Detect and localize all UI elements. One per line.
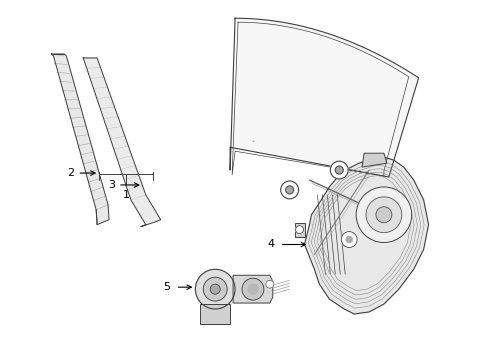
Polygon shape	[362, 153, 387, 167]
Polygon shape	[51, 54, 109, 225]
Circle shape	[286, 186, 294, 194]
Circle shape	[376, 207, 392, 223]
Circle shape	[335, 166, 343, 174]
Text: 3: 3	[108, 180, 115, 190]
Circle shape	[266, 280, 274, 288]
Circle shape	[281, 181, 298, 199]
Circle shape	[330, 161, 348, 179]
Circle shape	[295, 226, 303, 234]
Polygon shape	[230, 18, 418, 177]
Text: 1: 1	[122, 190, 129, 200]
Circle shape	[242, 278, 264, 300]
Text: 2: 2	[67, 168, 74, 178]
Circle shape	[210, 284, 220, 294]
Circle shape	[248, 284, 258, 294]
Text: 4: 4	[268, 239, 275, 249]
Text: '': ''	[250, 139, 256, 146]
Polygon shape	[233, 275, 273, 303]
Circle shape	[203, 277, 227, 301]
Circle shape	[366, 197, 402, 233]
Text: 5: 5	[164, 282, 171, 292]
Polygon shape	[200, 304, 230, 324]
Polygon shape	[305, 157, 429, 314]
Polygon shape	[83, 58, 161, 227]
Circle shape	[341, 231, 357, 247]
Circle shape	[356, 187, 412, 243]
Circle shape	[346, 237, 352, 243]
Circle shape	[196, 269, 235, 309]
Polygon shape	[294, 223, 305, 237]
